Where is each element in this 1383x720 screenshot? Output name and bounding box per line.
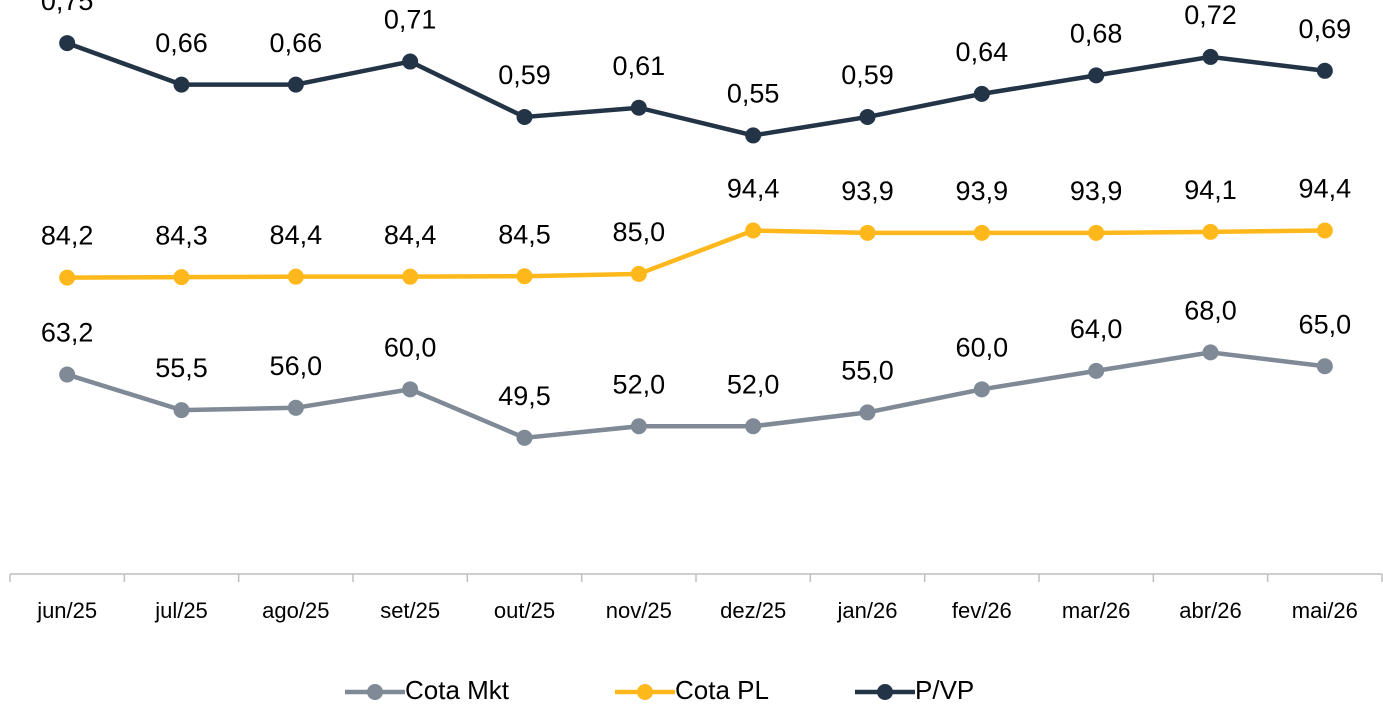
data-label: 0,66	[155, 28, 208, 58]
x-tick-label: fev/26	[952, 598, 1012, 623]
data-label: 52,0	[727, 369, 780, 399]
point	[173, 76, 190, 93]
point	[1088, 224, 1105, 241]
point	[402, 268, 419, 285]
data-label: 84,4	[384, 220, 437, 250]
data-label: 0,59	[841, 60, 894, 90]
point	[1088, 362, 1105, 379]
point	[173, 402, 190, 419]
data-label: 94,4	[1299, 174, 1352, 204]
point	[287, 268, 304, 285]
point	[859, 108, 876, 125]
point	[1316, 222, 1333, 239]
point	[287, 76, 304, 93]
point	[1202, 344, 1219, 361]
legend-marker	[637, 684, 653, 700]
point	[973, 85, 990, 102]
legend-label: P/VP	[915, 675, 974, 705]
data-label: 0,71	[384, 5, 437, 35]
point	[630, 265, 647, 282]
data-label: 60,0	[956, 332, 1009, 362]
x-tick-label: mai/26	[1292, 598, 1358, 623]
data-label: 56,0	[270, 351, 323, 381]
x-tick-label: dez/25	[720, 598, 786, 623]
data-label: 63,2	[41, 318, 94, 348]
legend-label: Cota Mkt	[405, 675, 510, 705]
data-label: 84,4	[270, 220, 323, 250]
point	[59, 269, 76, 286]
point	[630, 99, 647, 116]
point	[1088, 67, 1105, 84]
data-label: 94,1	[1184, 175, 1237, 205]
data-label: 0,55	[727, 79, 780, 109]
legend-marker	[877, 684, 893, 700]
data-label: 0,64	[956, 37, 1009, 67]
data-label: 52,0	[613, 369, 666, 399]
point	[1202, 223, 1219, 240]
data-label: 93,9	[1070, 176, 1123, 206]
point	[516, 268, 533, 285]
data-label: 65,0	[1299, 309, 1352, 339]
x-tick-label: jan/26	[837, 598, 898, 623]
series-line	[66, 350, 1326, 441]
x-tick-label: nov/25	[606, 598, 672, 623]
x-tick-label: out/25	[494, 598, 555, 623]
data-label: 55,0	[841, 356, 894, 386]
data-label: 93,9	[956, 176, 1009, 206]
data-label: 84,3	[155, 220, 208, 250]
data-label: 93,9	[841, 176, 894, 206]
x-tick-label: set/25	[380, 598, 440, 623]
point	[59, 366, 76, 383]
data-label: 64,0	[1070, 314, 1123, 344]
data-label: 0,68	[1070, 19, 1123, 49]
data-label: 68,0	[1184, 296, 1237, 326]
point	[745, 222, 762, 239]
point	[1202, 48, 1219, 65]
point	[859, 404, 876, 421]
series-line	[67, 228, 1325, 280]
x-tick-label: jul/25	[154, 598, 208, 623]
point	[287, 399, 304, 416]
data-label: 0,59	[498, 60, 551, 90]
data-label: 0,69	[1299, 14, 1352, 44]
x-tick-label: ago/25	[262, 598, 329, 623]
point	[973, 224, 990, 241]
data-label: 0,66	[270, 28, 323, 58]
data-label: 84,5	[498, 219, 551, 249]
point	[516, 429, 533, 446]
point	[630, 418, 647, 435]
data-label: 94,4	[727, 174, 780, 204]
point	[402, 381, 419, 398]
data-label: 0,61	[613, 51, 666, 81]
data-label: 85,0	[613, 217, 666, 247]
point	[516, 108, 533, 125]
point	[859, 224, 876, 241]
data-label: 0,75	[41, 0, 94, 16]
data-label: 0,72	[1184, 0, 1237, 30]
x-tick-label: abr/26	[1179, 598, 1241, 623]
data-label: 55,5	[155, 353, 208, 383]
x-tick-label: jun/25	[36, 598, 97, 623]
point	[973, 381, 990, 398]
point	[1316, 62, 1333, 79]
data-label: 60,0	[384, 332, 437, 362]
point	[745, 418, 762, 435]
legend-marker	[367, 684, 383, 700]
data-label: 49,5	[498, 381, 551, 411]
point	[173, 269, 190, 286]
data-label: 84,2	[41, 221, 94, 251]
point	[745, 127, 762, 144]
point	[402, 53, 419, 70]
legend-label: Cota PL	[675, 675, 769, 705]
point	[1316, 358, 1333, 375]
point	[59, 35, 76, 52]
series-line	[66, 40, 1326, 138]
x-tick-label: mar/26	[1062, 598, 1130, 623]
